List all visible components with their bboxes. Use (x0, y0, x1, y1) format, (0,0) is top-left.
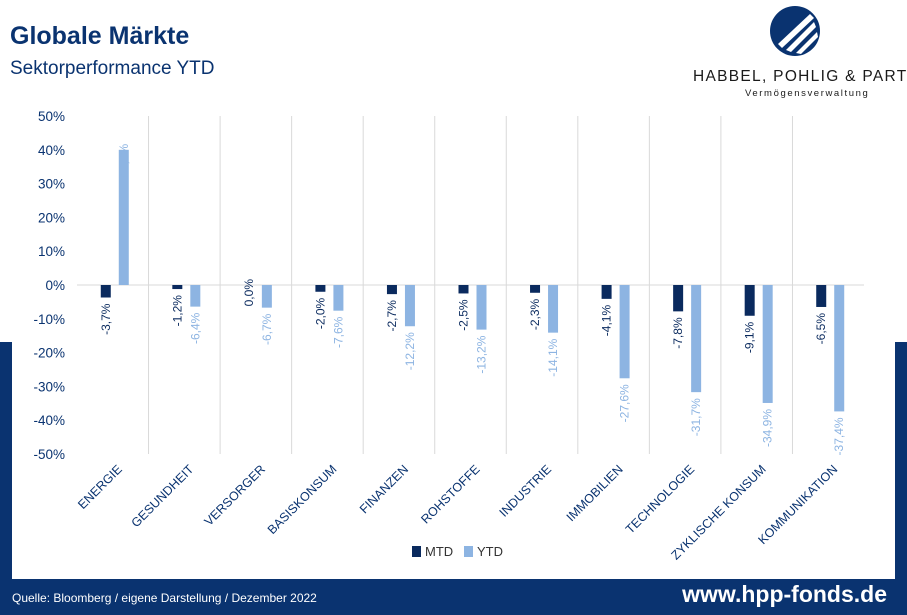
data-label-ytd: -37,4% (832, 417, 846, 455)
left-accent-bar (0, 342, 12, 615)
data-label-ytd: -34,9% (761, 409, 775, 447)
y-tick-label: 40% (38, 143, 65, 158)
data-label-ytd: -6,4% (188, 312, 202, 344)
right-accent-bar (895, 342, 907, 615)
page-subtitle: Sektorperformance YTD (10, 58, 215, 79)
y-tick-label: 50% (38, 109, 65, 124)
category-label: TECHNOLOGIE (623, 462, 697, 536)
category-label: FINANZEN (357, 462, 411, 516)
category-label: IMMOBILIEN (564, 462, 626, 524)
category-label: VERSORGER (202, 462, 268, 528)
bar-ytd (118, 149, 129, 285)
bar-ytd (691, 285, 702, 393)
bar-ytd (834, 285, 845, 412)
data-label-mtd: -2,3% (528, 298, 542, 330)
bar-ytd (476, 285, 487, 330)
data-label-mtd: -3,7% (99, 303, 113, 335)
sector-performance-chart: 50% 40% 30% 20% 10% 0% -10% -20% -30% -40% -50% -3,… (33, 109, 864, 562)
data-label-mtd: -2,5% (457, 299, 471, 331)
bar-mtd (315, 285, 326, 292)
y-tick-label: 20% (38, 210, 65, 225)
legend-swatch-mtd (412, 546, 421, 557)
bar-ytd (762, 285, 773, 403)
data-label-mtd: -2,7% (385, 300, 399, 332)
data-label-mtd: -2,0% (313, 297, 327, 329)
bar-ytd (333, 285, 344, 311)
data-label-ytd: -6,7% (260, 313, 274, 345)
category-label: ROHSTOFFE (418, 462, 482, 526)
y-tick-label: 10% (38, 244, 65, 259)
category-label: BASISKONSUM (265, 462, 340, 537)
y-tick-label: -40% (33, 413, 65, 428)
company-name: HABBEL, POHLIG & PARTNER (693, 68, 907, 85)
website-link[interactable]: www.hpp-fonds.de (682, 581, 887, 607)
data-label-ytd: -27,6% (618, 384, 632, 422)
source-note: Quelle: Bloomberg / eigene Darstellung /… (12, 591, 317, 605)
y-tick-label: 0% (45, 278, 65, 293)
bar-mtd (458, 285, 469, 294)
category-label: ENERGIE (75, 462, 125, 512)
legend-label-ytd: YTD (477, 544, 503, 559)
y-tick-label: -10% (33, 312, 65, 327)
data-label-mtd: -7,8% (671, 317, 685, 349)
bar-mtd (386, 285, 397, 295)
data-label-ytd: -12,2% (403, 332, 417, 370)
data-label-mtd: -6,5% (814, 313, 828, 345)
company-tagline: Vermögensverwaltung (745, 88, 870, 99)
bar-ytd (261, 285, 272, 308)
legend-swatch-ytd (464, 546, 473, 557)
page-title: Globale Märkte (10, 22, 190, 50)
bar-mtd (744, 285, 755, 316)
bar-mtd (172, 285, 183, 290)
data-label-mtd: -1,2% (170, 295, 184, 327)
company-logo-icon (770, 6, 820, 56)
data-label-mtd: -9,1% (743, 321, 757, 353)
y-tick-label: -50% (33, 447, 65, 462)
category-label: KOMMUNIKATION (755, 462, 840, 547)
data-label-ytd: -7,6% (331, 316, 345, 348)
data-label-ytd: -31,7% (689, 398, 703, 436)
bar-ytd (548, 285, 559, 333)
bar-mtd (673, 285, 684, 312)
category-label: GESUNDHEIT (129, 462, 197, 530)
data-label-ytd: -13,2% (475, 335, 489, 373)
data-label-ytd: -14,1% (546, 338, 560, 376)
data-label-mtd: -4,1% (600, 305, 614, 337)
data-label-mtd: 0,0% (242, 279, 256, 307)
bar-ytd (190, 285, 201, 307)
y-tick-label: -30% (33, 379, 65, 394)
bar-ytd (404, 285, 415, 327)
y-tick-label: 30% (38, 177, 65, 192)
data-label-ytd: 40,0% (117, 143, 131, 177)
bar-mtd (530, 285, 541, 293)
category-label: INDUSTRIE (497, 462, 555, 520)
bar-mtd (100, 285, 111, 298)
bar-ytd (619, 285, 630, 379)
footer-bar: Quelle: Bloomberg / eigene Darstellung /… (0, 579, 907, 615)
bar-mtd (816, 285, 827, 307)
y-tick-label: -20% (33, 346, 65, 361)
bar-mtd (601, 285, 612, 299)
legend-label-mtd: MTD (425, 544, 453, 559)
